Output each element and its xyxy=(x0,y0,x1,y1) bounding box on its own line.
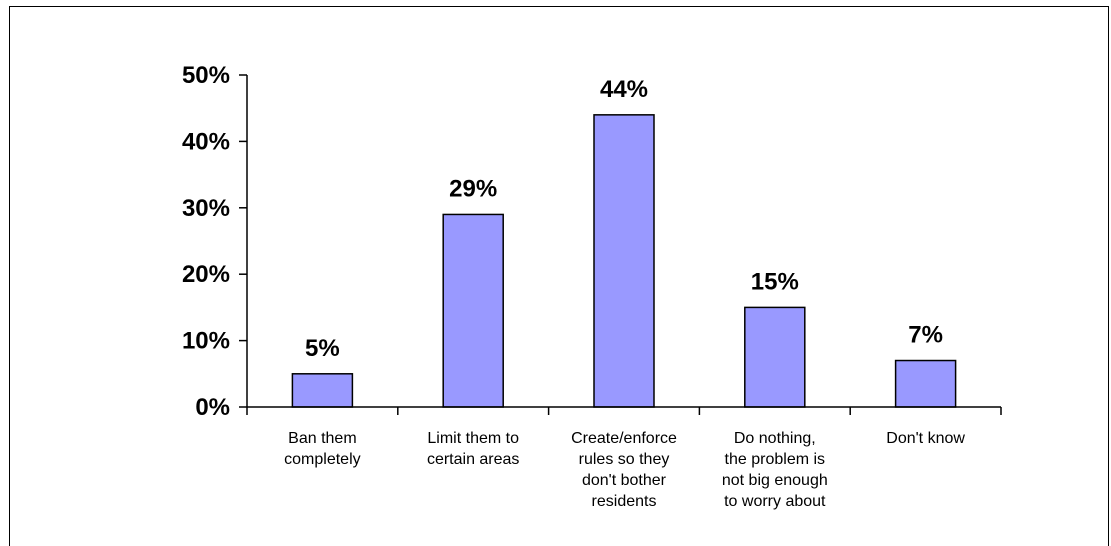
category-label-line: the problem is xyxy=(725,451,826,468)
category-label-line: certain areas xyxy=(427,451,520,468)
category-label-line: rules so they xyxy=(579,451,670,468)
category-label-line: residents xyxy=(592,493,657,510)
y-tick-label: 20% xyxy=(182,261,230,288)
bar-2 xyxy=(593,114,655,408)
category-label-line: don't bother xyxy=(582,472,667,489)
category-label-line: completely xyxy=(284,451,360,468)
y-tick-label: 40% xyxy=(182,128,230,155)
category-label-line: Create/enforce xyxy=(571,430,677,447)
category-label-line: Don't know xyxy=(886,430,965,447)
category-label-line: not big enough xyxy=(722,472,828,489)
data-label: 44% xyxy=(600,76,648,103)
category-label-4: Don't know xyxy=(886,430,965,447)
bar-3 xyxy=(744,306,806,408)
category-label-1: Limit them to certain areas xyxy=(427,430,520,468)
bar-0 xyxy=(291,373,354,408)
y-tick-label: 0% xyxy=(195,394,230,421)
y-tick-label: 30% xyxy=(182,195,230,222)
y-tick-label: 50% xyxy=(182,62,230,89)
chart-frame xyxy=(9,6,1109,546)
bar-4 xyxy=(894,359,957,408)
category-label-0: Ban them completely xyxy=(284,430,360,468)
category-label-line: Do nothing, xyxy=(734,430,816,447)
category-label-line: Ban them xyxy=(288,430,356,447)
category-label-3: Do nothing, the problem is not big enough t… xyxy=(722,430,828,510)
data-label: 29% xyxy=(449,175,497,202)
y-tick-label: 10% xyxy=(182,328,230,355)
category-label-2: Create/enforce rules so they don't bother r… xyxy=(571,430,677,510)
bar-1 xyxy=(442,213,504,408)
data-label: 5% xyxy=(305,335,340,362)
data-label: 7% xyxy=(908,322,943,349)
category-label-line: Limit them to xyxy=(427,430,519,447)
data-label: 15% xyxy=(751,268,799,295)
category-label-line: to worry about xyxy=(724,493,826,510)
